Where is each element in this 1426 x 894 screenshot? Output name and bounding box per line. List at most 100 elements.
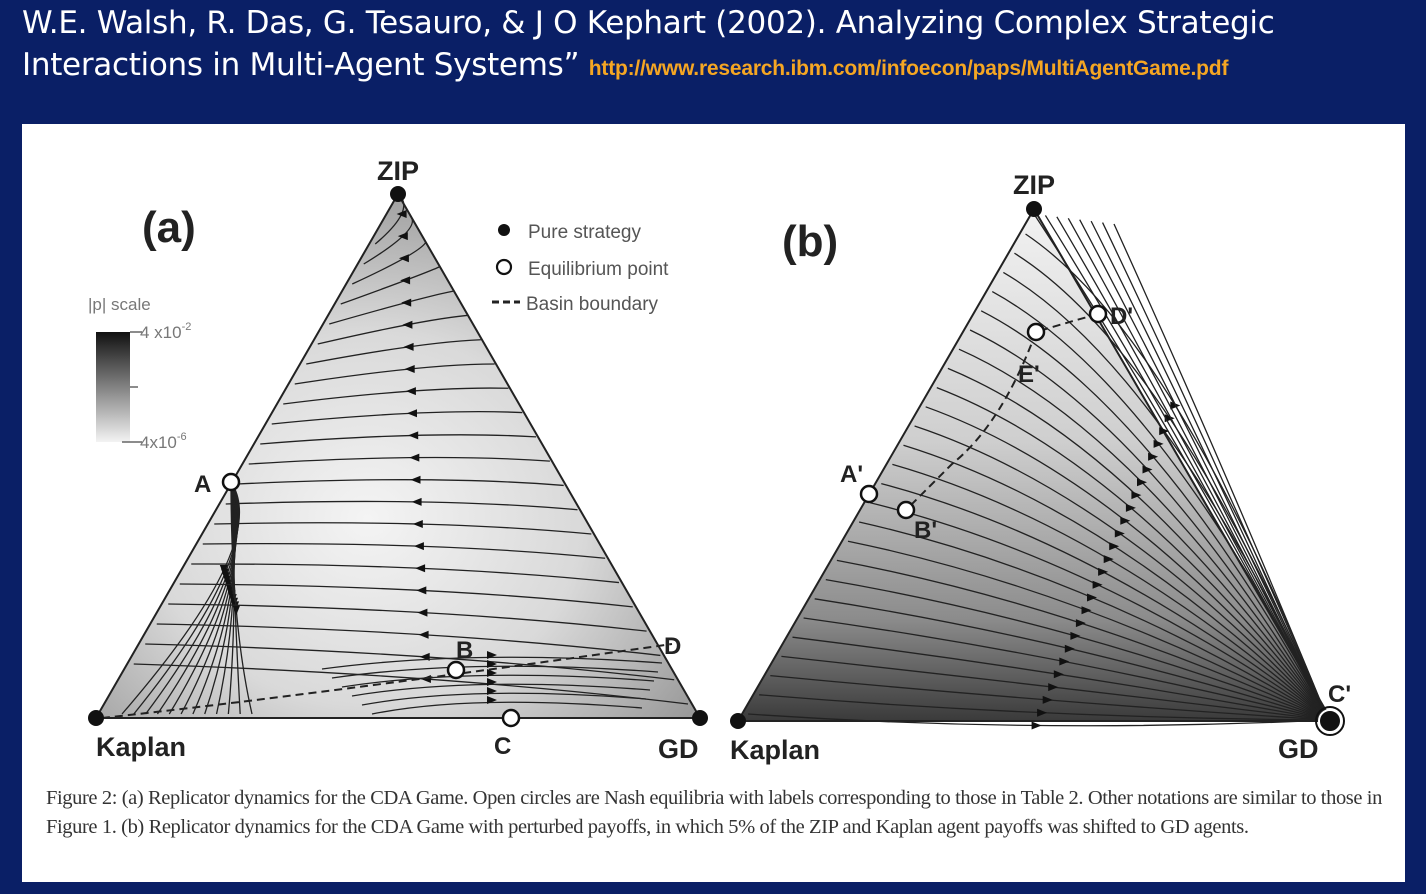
flow-arrow-a bbox=[487, 651, 497, 659]
legend-pure-marker bbox=[498, 224, 510, 236]
equilibrium-A-prime bbox=[859, 484, 879, 504]
legend-equilibrium-marker bbox=[495, 258, 513, 276]
point-label-C: C bbox=[494, 733, 511, 760]
flow-arrow-a bbox=[398, 254, 409, 263]
flow-arrow-b bbox=[1148, 452, 1159, 461]
vertex-gd-a bbox=[692, 710, 708, 726]
equilibrium-D-prime bbox=[1088, 304, 1108, 324]
point-label-D: D bbox=[664, 633, 681, 660]
flow-arrow-a bbox=[396, 210, 407, 218]
point-label-E-prime: E' bbox=[1018, 361, 1040, 388]
flow-arrow-a bbox=[232, 605, 241, 615]
flow-line-b-right bbox=[1090, 220, 1329, 721]
point-label-C-prime: C' bbox=[1328, 681, 1351, 708]
figure-caption: Figure 2: (a) Replicator dynamics for th… bbox=[46, 787, 1382, 838]
flow-line-a-bottom bbox=[331, 665, 659, 679]
flow-arrow-a bbox=[405, 387, 416, 396]
citation-header: W.E. Walsh, R. Das, G. Tesauro, & J O Ke… bbox=[22, 2, 1412, 90]
flow-line-b-right bbox=[1101, 222, 1329, 721]
basin-boundary-a bbox=[101, 643, 673, 719]
basin-boundary-b bbox=[901, 313, 1099, 515]
flow-arrow-a bbox=[402, 320, 413, 329]
flow-arrow-b bbox=[1109, 542, 1120, 551]
flow-arrow-a bbox=[418, 630, 429, 639]
equilibrium-B bbox=[446, 660, 466, 680]
flow-arrow-a bbox=[409, 453, 420, 462]
flow-arrow-b bbox=[1098, 567, 1109, 576]
flow-arrow-b bbox=[1131, 491, 1142, 500]
kaplan-label-a: Kaplan bbox=[96, 732, 186, 762]
flow-arrow-a bbox=[400, 276, 411, 285]
vertex-kaplan-b bbox=[730, 713, 746, 729]
flow-arrow-b bbox=[1059, 657, 1070, 666]
trajectories-b bbox=[748, 213, 1329, 730]
legend: Pure strategy Equilibrium point Basin bo… bbox=[492, 222, 669, 315]
flow-arrow-a bbox=[487, 678, 497, 686]
flow-arrow-b bbox=[1092, 580, 1103, 589]
panel-b-label: (b) bbox=[782, 217, 838, 266]
zip-label-b: ZIP bbox=[1013, 170, 1055, 200]
flow-arrow-a bbox=[412, 520, 423, 528]
kaplan-label-b: Kaplan bbox=[730, 735, 820, 765]
flow-arrow-a bbox=[415, 564, 426, 573]
flow-arrow-a bbox=[410, 475, 421, 484]
flow-arrow-b bbox=[1114, 529, 1125, 538]
flow-arrow-a bbox=[487, 687, 497, 695]
flow-line-a-bottom bbox=[351, 683, 651, 697]
simplex-a bbox=[94, 191, 702, 719]
flow-arrow-b bbox=[1137, 478, 1147, 487]
flow-arrow-b bbox=[1037, 708, 1048, 717]
legend-pure-label: Pure strategy bbox=[528, 222, 641, 243]
paper-link[interactable]: http://www.research.ibm.com/infoecon/pap… bbox=[588, 57, 1229, 80]
figure-svg: (a) ZIP Kaplan GD A B C D Pure strategy … bbox=[88, 156, 1351, 765]
flow-arrow-b bbox=[1075, 619, 1086, 628]
flow-arrow-a bbox=[404, 365, 415, 373]
flow-line-a-bottom bbox=[321, 656, 663, 670]
flow-arrow-a bbox=[401, 298, 412, 307]
flow-line-b-right bbox=[1044, 215, 1329, 721]
vertex-zip-a bbox=[390, 186, 406, 202]
flow-arrow-a bbox=[397, 232, 408, 241]
vertex-gd-b bbox=[1318, 709, 1342, 733]
flow-arrow-b bbox=[1048, 683, 1059, 692]
point-label-A-prime: A' bbox=[840, 461, 863, 488]
flow-arrow-a bbox=[408, 431, 419, 440]
flow-line-b-right bbox=[1113, 223, 1329, 721]
point-label-B: B bbox=[456, 637, 473, 664]
flow-arrow-a bbox=[411, 497, 422, 506]
legend-basin-label: Basin boundary bbox=[526, 294, 659, 315]
panel-a-label: (a) bbox=[142, 203, 196, 252]
gd-label-a: GD bbox=[658, 734, 699, 764]
flow-line-b-right bbox=[1079, 219, 1329, 721]
flow-arrow-b bbox=[1081, 606, 1092, 615]
vertex-kaplan-a bbox=[88, 710, 104, 726]
citation-text: W.E. Walsh, R. Das, G. Tesauro, & J O Ke… bbox=[22, 5, 1275, 83]
flow-arrow-a bbox=[407, 409, 417, 418]
panel-b: (b) ZIP Kaplan GD C' D' E' A' B' bbox=[730, 170, 1351, 765]
flow-arrow-a bbox=[487, 660, 497, 668]
legend-equilibrium-label: Equilibrium point bbox=[528, 259, 669, 280]
point-label-B-prime: B' bbox=[914, 517, 937, 544]
simplex-b bbox=[736, 207, 1334, 722]
flow-line-a-bottom bbox=[341, 674, 655, 688]
equilibrium-B-prime bbox=[896, 500, 916, 520]
scale-min-label: 4x10-6 bbox=[140, 431, 187, 452]
flow-arrow-b bbox=[1125, 503, 1136, 512]
equilibrium-C bbox=[501, 708, 521, 728]
point-label-A: A bbox=[194, 471, 211, 498]
flow-arrow-a bbox=[417, 608, 428, 617]
flow-arrow-a bbox=[413, 542, 424, 551]
flow-line-b-right bbox=[1056, 216, 1329, 721]
flow-arrow-b bbox=[1031, 721, 1042, 730]
zip-label-a: ZIP bbox=[377, 156, 419, 186]
scale-title: |p| scale bbox=[88, 295, 151, 314]
flow-arrow-b bbox=[1070, 631, 1081, 640]
figure-panel: (a) ZIP Kaplan GD A B C D Pure strategy … bbox=[22, 124, 1405, 882]
flow-arrow-b bbox=[1103, 555, 1114, 564]
flow-arrow-a bbox=[416, 586, 427, 595]
flow-arrow-b bbox=[1053, 670, 1064, 679]
flow-arrow-b bbox=[1159, 427, 1170, 436]
scale-max-label: 4 x10-2 bbox=[140, 321, 191, 342]
scale-bar: |p| scale 4 x10-2 4x10-6 bbox=[88, 295, 191, 452]
